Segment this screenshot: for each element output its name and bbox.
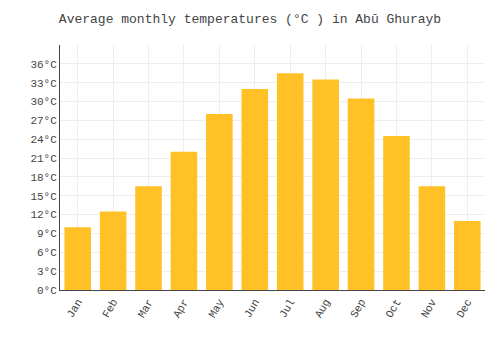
svg-text:Jul: Jul — [277, 297, 297, 320]
svg-text:Mar: Mar — [136, 297, 156, 320]
svg-text:Sep: Sep — [348, 297, 368, 320]
svg-text:27°C: 27°C — [30, 115, 57, 127]
svg-text:Apr: Apr — [171, 297, 191, 320]
svg-text:Aug: Aug — [313, 297, 333, 320]
svg-text:33°C: 33°C — [30, 78, 57, 90]
svg-text:0°C: 0°C — [37, 285, 57, 297]
svg-text:Nov: Nov — [419, 297, 439, 320]
svg-text:Feb: Feb — [100, 297, 120, 320]
svg-text:30°C: 30°C — [30, 96, 57, 108]
svg-text:24°C: 24°C — [30, 134, 57, 146]
svg-text:12°C: 12°C — [30, 209, 57, 221]
svg-text:Oct: Oct — [384, 297, 404, 320]
svg-text:6°C: 6°C — [37, 247, 57, 259]
svg-text:9°C: 9°C — [37, 228, 57, 240]
svg-text:18°C: 18°C — [30, 172, 57, 184]
svg-text:15°C: 15°C — [30, 191, 57, 203]
svg-text:Average monthly temperatures (: Average monthly temperatures (°C ) in Ab… — [59, 12, 441, 27]
svg-text:Jun: Jun — [242, 297, 262, 320]
svg-text:21°C: 21°C — [30, 153, 57, 165]
svg-text:May: May — [206, 297, 226, 320]
svg-text:36°C: 36°C — [30, 59, 57, 71]
svg-text:3°C: 3°C — [37, 266, 57, 278]
svg-text:Jan: Jan — [65, 297, 85, 320]
svg-text:Dec: Dec — [454, 297, 474, 320]
